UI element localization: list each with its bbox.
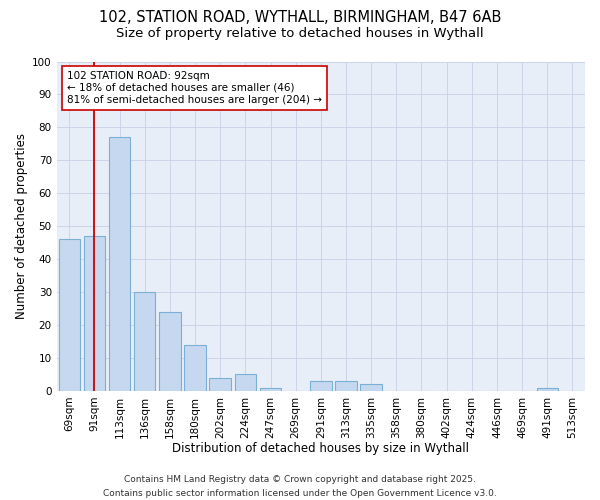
- Bar: [361, 384, 382, 391]
- Bar: [59, 240, 80, 391]
- Y-axis label: Number of detached properties: Number of detached properties: [15, 133, 28, 319]
- Bar: [159, 312, 181, 391]
- Bar: [184, 344, 206, 391]
- Bar: [109, 137, 130, 391]
- Bar: [260, 388, 281, 391]
- Text: 102, STATION ROAD, WYTHALL, BIRMINGHAM, B47 6AB: 102, STATION ROAD, WYTHALL, BIRMINGHAM, …: [99, 10, 501, 25]
- Text: 102 STATION ROAD: 92sqm
← 18% of detached houses are smaller (46)
81% of semi-de: 102 STATION ROAD: 92sqm ← 18% of detache…: [67, 72, 322, 104]
- Bar: [83, 236, 105, 391]
- X-axis label: Distribution of detached houses by size in Wythall: Distribution of detached houses by size …: [172, 442, 469, 455]
- Bar: [235, 374, 256, 391]
- Text: Contains HM Land Registry data © Crown copyright and database right 2025.
Contai: Contains HM Land Registry data © Crown c…: [103, 476, 497, 498]
- Bar: [134, 292, 155, 391]
- Bar: [335, 381, 356, 391]
- Bar: [310, 381, 332, 391]
- Text: Size of property relative to detached houses in Wythall: Size of property relative to detached ho…: [116, 28, 484, 40]
- Bar: [209, 378, 231, 391]
- Bar: [536, 388, 558, 391]
